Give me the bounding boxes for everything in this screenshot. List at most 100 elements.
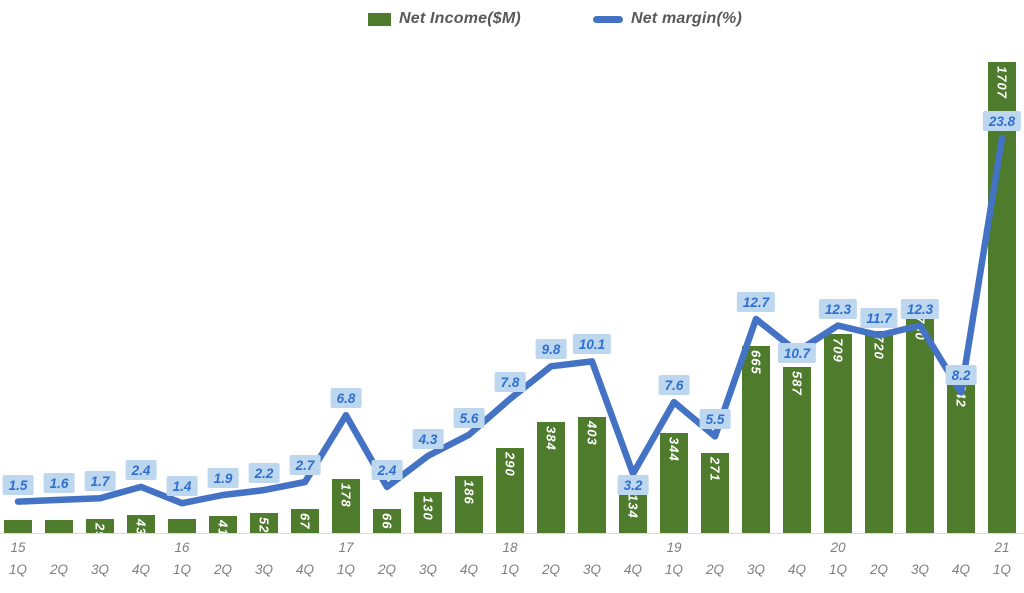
x-axis-year-label: 17 [338,540,354,555]
x-axis-quarter-label: 1Q [992,562,1012,577]
x-axis-quarter-label: 4Q [131,562,151,577]
net-margin-value-label: 11.7 [860,308,898,329]
net-income-value-label: 384 [543,426,559,452]
x-axis-quarter-label: 1Q [664,562,684,577]
net-margin-value-label: 2.4 [371,459,403,480]
net-income-bar-16-3Q: 52 [250,512,278,533]
x-axis-year-label: 15 [10,540,26,555]
net-income-value-label: 403 [584,421,600,446]
x-axis-quarter-label: 4Q [787,562,807,577]
x-axis-quarter-label: 2Q [705,562,725,577]
net-income-bar-20-1Q: 709 [824,333,852,533]
net-income-value-label: 130 [420,495,436,521]
x-axis-quarter-label: 1Q [828,562,848,577]
net-income-bar-15-4Q: 43 [127,515,155,533]
net-income-value-label: 709 [830,337,846,363]
net-margin-value-label: 6.8 [330,388,362,409]
net-income-bar-19-3Q: 665 [742,345,770,533]
net-income-value-label: 790 [912,315,928,341]
net-margin-value-label: 3.2 [617,474,649,495]
net-margin-value-label: 5.6 [453,407,485,428]
legend: Net Income($M) Net margin(%) [368,10,742,28]
net-margin-value-label: 23.8 [982,111,1022,132]
net-margin-value-label: 10.7 [777,342,817,363]
x-axis-line [0,533,1024,534]
net-income-bar-19-4Q: 587 [783,367,811,533]
x-axis-quarter-label: 4Q [623,562,643,577]
x-axis-quarter-label: 2Q [541,562,561,577]
x-axis-quarter-label: 3Q [254,562,274,577]
net-income-bar-20-2Q: 720 [865,330,893,533]
net-income-bar-16-2Q: 41 [209,515,237,533]
net-margin-value-label: 12.3 [818,298,858,319]
net-margin-value-label: 2.2 [248,463,280,484]
net-margin-value-label: 2.4 [125,459,157,480]
x-axis-quarter-label: 1Q [172,562,192,577]
net-income-bar-21-1Q: 1707 [988,62,1016,533]
net-income-value-label: 41 [215,519,231,533]
net-income-bar-18-3Q: 403 [578,417,606,533]
x-axis-year-label: 18 [502,540,518,555]
net-income-bar-17-3Q: 130 [414,491,442,533]
net-margin-value-label: 1.6 [43,472,75,493]
x-axis-year-label: 21 [994,540,1010,555]
legend-item-net-margin: Net margin(%) [592,10,742,28]
x-axis-quarter-label: 3Q [582,562,602,577]
net-margin-value-label: 5.5 [699,409,731,430]
net-income-bar-18-4Q: 134 [619,490,647,533]
net-income-swatch-icon [368,12,391,26]
x-axis-quarter-label: 1Q [336,562,356,577]
net-income-value-label: 43 [133,519,149,533]
net-income-value-label: 52 [256,516,272,533]
net-margin-value-label: 10.1 [572,334,612,355]
x-axis-quarter-label: 2Q [869,562,889,577]
net-income-value-label: 720 [871,334,887,360]
net-margin-value-label: 7.6 [658,375,690,396]
x-axis-quarter-label: 3Q [90,562,110,577]
x-axis-quarter-label: 4Q [295,562,315,577]
net-income-bar-16-1Q [168,519,196,533]
net-income-bar-20-4Q: 542 [947,379,975,533]
x-axis-year-label: 20 [830,540,846,555]
x-axis-quarter-label: 3Q [746,562,766,577]
net-margin-value-label: 7.8 [494,371,526,392]
x-axis-year-label: 16 [174,540,190,555]
net-margin-value-label: 9.8 [535,339,567,360]
net-margin-value-label: 8.2 [945,365,977,386]
x-axis-quarter-label: 3Q [910,562,930,577]
net-margin-value-label: 12.7 [736,291,776,312]
net-income-value-label: 665 [748,349,764,375]
net-income-bar-18-1Q: 290 [496,448,524,533]
legend-net-margin-label: Net margin(%) [630,10,742,27]
net-margin-value-label: 1.4 [166,476,198,497]
net-income-value-label: 542 [953,383,969,409]
net-income-bar-16-4Q: 67 [291,508,319,533]
net-income-value-label: 178 [338,482,354,508]
net-income-bar-17-4Q: 186 [455,476,483,533]
net-income-bar-17-2Q: 66 [373,509,401,533]
x-axis-quarter-label: 2Q [377,562,397,577]
x-axis-quarter-label: 2Q [213,562,233,577]
net-income-value-label: 67 [297,512,313,530]
x-axis-quarter-label: 4Q [951,562,971,577]
net-income-bar-18-2Q: 384 [537,422,565,533]
net-income-value-label: 271 [707,457,723,482]
net-income-bar-15-2Q [45,519,73,533]
x-axis-year-label: 19 [666,540,682,555]
net-margin-value-label: 1.9 [207,468,239,489]
net-income-value-label: 1707 [994,66,1010,99]
net-income-bar-15-1Q [4,520,32,533]
net-income-value-label: 186 [461,480,477,506]
net-margin-value-label: 1.7 [84,471,116,492]
net-margin-value-label: 4.3 [412,428,444,449]
x-axis-quarter-label: 2Q [49,562,69,577]
x-axis-quarter-label: 3Q [418,562,438,577]
net-margin-value-label: 1.5 [2,474,34,495]
net-income-value-label: 29 [92,523,108,533]
x-axis-quarter-label: 1Q [8,562,28,577]
net-margin-value-label: 2.7 [289,454,321,475]
net-income-bar-19-1Q: 344 [660,433,688,533]
net-income-value-label: 587 [789,371,805,396]
net-margin-value-label: 12.3 [900,298,940,319]
